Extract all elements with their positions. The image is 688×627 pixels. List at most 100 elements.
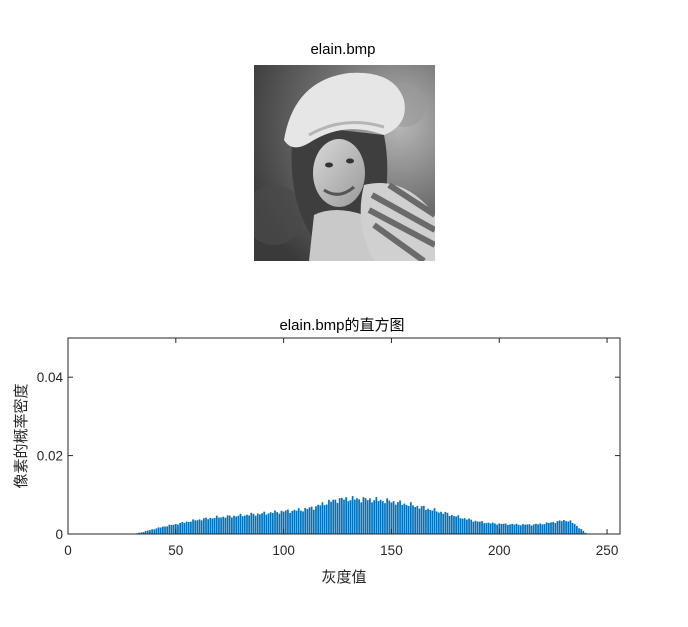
histogram-bar	[278, 513, 281, 534]
histogram-bar	[435, 511, 438, 534]
histogram-bar	[504, 523, 507, 534]
histogram-bar	[323, 505, 326, 534]
histogram-bar	[205, 517, 207, 534]
histogram-bar	[347, 501, 350, 534]
histogram-bar	[483, 523, 486, 534]
histogram-bar	[511, 523, 514, 534]
histogram-bar	[153, 529, 156, 534]
histogram-bar	[472, 521, 475, 534]
histogram-bar	[200, 520, 203, 534]
histogram-bar	[300, 510, 302, 534]
histogram-bar	[427, 508, 429, 534]
histogram-bar	[582, 530, 585, 534]
chart-title: elain.bmp的直方图	[279, 317, 404, 334]
histogram-bar	[431, 510, 434, 534]
histogram-bar	[261, 513, 263, 534]
histogram-bar	[537, 524, 539, 534]
histogram-bar	[336, 502, 339, 534]
histogram-bar	[190, 521, 192, 534]
histogram-bar	[168, 524, 171, 534]
histogram-bar	[563, 519, 565, 534]
histogram-bar	[274, 510, 276, 534]
histogram-bar	[362, 497, 365, 534]
histogram-bar	[338, 498, 341, 534]
histogram-bar	[364, 498, 367, 534]
histogram-bar	[535, 523, 537, 534]
histogram-bar	[560, 521, 563, 534]
histogram-bar	[578, 528, 580, 534]
histogram-bar	[476, 521, 479, 534]
histogram-bar	[371, 502, 373, 534]
histogram-bar	[444, 511, 447, 534]
x-axis-label: 灰度值	[321, 568, 366, 586]
histogram-bar	[282, 511, 285, 534]
x-tick-label: 150	[380, 543, 403, 558]
histogram-bar	[172, 524, 175, 534]
histogram-bar	[459, 518, 462, 534]
y-tick-label: 0.04	[37, 370, 64, 385]
histogram-bar	[237, 515, 240, 534]
histogram-bar	[334, 499, 337, 534]
histogram-bar	[392, 501, 395, 534]
histogram-bar	[412, 505, 414, 534]
histogram-bar	[569, 520, 572, 534]
histogram-bar	[248, 515, 250, 534]
histogram-bar	[526, 524, 529, 534]
histogram-bar	[224, 517, 227, 534]
histogram-bar	[528, 524, 531, 534]
histogram-bar	[558, 520, 561, 534]
histogram-bar	[446, 512, 449, 534]
histogram-bar	[468, 518, 470, 534]
histogram-bar	[515, 523, 518, 534]
histogram-bar	[556, 521, 559, 534]
histogram-bar	[196, 520, 199, 534]
histogram-bar	[263, 511, 266, 534]
histogram-bar	[474, 520, 477, 534]
histogram-bar	[293, 509, 296, 534]
histogram-bar	[271, 513, 274, 534]
histogram-bar	[235, 516, 238, 534]
histogram-bar	[507, 524, 509, 534]
histogram-bar	[438, 512, 440, 534]
histogram-bar	[215, 515, 218, 534]
histogram-bar	[319, 505, 322, 534]
histogram-bar	[425, 509, 427, 534]
histogram-bar	[295, 510, 298, 534]
histogram-bar	[384, 503, 386, 534]
histogram-bar	[532, 524, 535, 534]
histogram-bar	[185, 521, 188, 534]
histogram-bar	[325, 504, 328, 534]
histogram-bar	[351, 496, 354, 534]
histogram-bar	[198, 519, 201, 534]
y-tick-label: 0	[55, 527, 63, 542]
histogram-bar	[373, 500, 376, 534]
axis-ticks: 0 50 100 150 200 250 0 0.02 0.04	[37, 338, 620, 558]
histogram-bar	[388, 500, 391, 534]
histogram-bar	[369, 498, 371, 534]
histogram-bar	[358, 499, 360, 534]
histogram-bar	[209, 517, 212, 534]
histogram-bar	[146, 530, 149, 534]
histogram-bar	[267, 513, 270, 534]
histogram-bar	[394, 504, 397, 534]
histogram-bar	[509, 524, 511, 534]
histogram-bar	[252, 513, 255, 534]
histogram-bar	[187, 521, 190, 534]
histogram-bar	[332, 499, 335, 534]
image-title: elain.bmp	[310, 41, 376, 58]
histogram-bar	[151, 529, 153, 534]
histogram-bar	[194, 520, 197, 534]
histogram-bar	[239, 513, 242, 534]
histogram-bar	[233, 515, 235, 534]
histogram-bar	[213, 518, 216, 534]
histogram-bar	[202, 518, 205, 534]
x-tick-label: 100	[272, 543, 295, 558]
histogram-bar	[340, 497, 343, 534]
histogram-bar	[502, 523, 505, 534]
histogram-bar	[211, 518, 214, 534]
histogram-bar	[498, 523, 501, 534]
histogram-bar	[183, 522, 186, 534]
histogram-bar	[466, 519, 468, 534]
x-tick-label: 250	[596, 543, 619, 558]
